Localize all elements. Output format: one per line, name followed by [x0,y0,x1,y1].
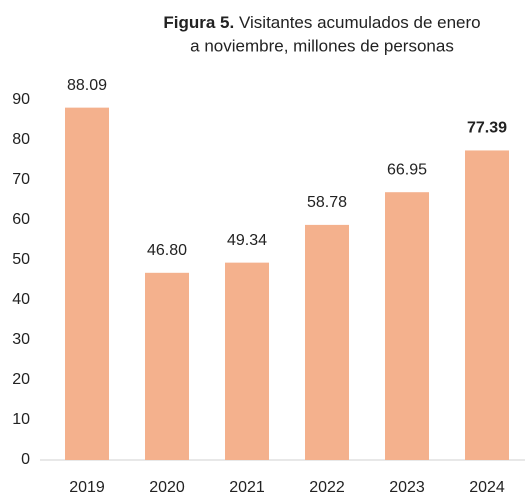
y-tick-label: 90 [12,91,30,108]
x-tick-label: 2021 [229,479,265,496]
x-tick-label: 2023 [389,479,425,496]
x-tick-label: 2024 [469,479,505,496]
bar [305,224,349,460]
x-tick-label: 2022 [309,479,345,496]
bar [65,107,109,460]
y-tick-label: 70 [12,171,30,188]
value-label: 77.39 [467,120,507,137]
bar [385,192,429,460]
y-tick-label: 0 [21,451,30,468]
chart-title: Figura 5. Visitantes acumulados de enero [163,13,480,32]
value-label: 66.95 [387,161,427,178]
y-tick-label: 20 [12,371,30,388]
value-label: 46.80 [147,242,187,259]
bar [145,272,189,460]
value-label: 49.34 [227,232,267,249]
y-tick-label: 10 [12,411,30,428]
value-label: 88.09 [67,77,107,94]
title-line: Visitantes acumulados de enero [239,13,481,32]
x-tick-label: 2019 [69,479,105,496]
x-tick-label: 2020 [149,479,185,496]
figure-label: Figura 5. [163,13,234,32]
y-tick-label: 50 [12,251,30,268]
bar [225,262,269,460]
value-label: 58.78 [307,194,347,211]
y-tick-label: 30 [12,331,30,348]
bar [465,150,509,460]
y-tick-label: 80 [12,131,30,148]
y-tick-label: 40 [12,291,30,308]
title-line: a noviembre, millones de personas [190,36,454,55]
y-tick-label: 60 [12,211,30,228]
